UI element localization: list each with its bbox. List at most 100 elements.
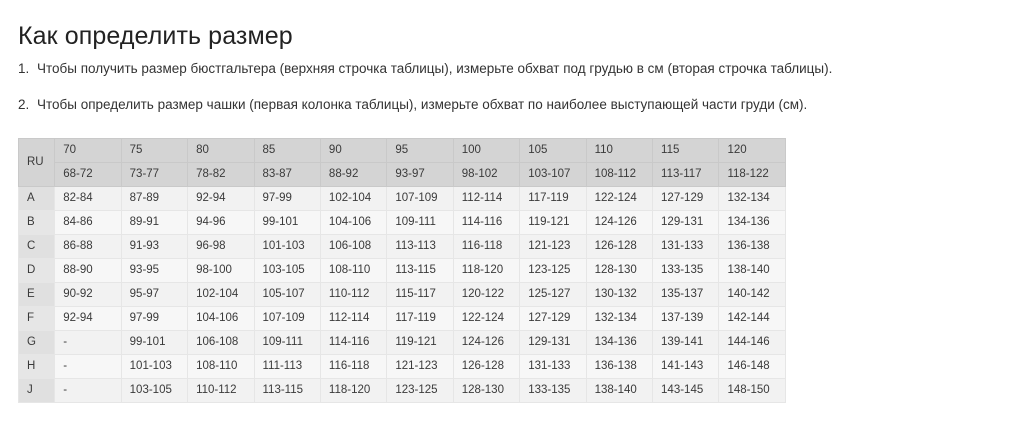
- header-underbust-cell: 118-122: [718, 162, 786, 187]
- table-cell: 92-94: [54, 306, 122, 331]
- header-underbust-cell: 113-117: [652, 162, 720, 187]
- table-cell: 121-123: [386, 354, 454, 379]
- table-cell: 87-89: [120, 186, 189, 211]
- table-cell: 134-136: [585, 330, 654, 355]
- table-cell: 136-138: [718, 234, 786, 259]
- table-cell: 121-123: [519, 234, 587, 259]
- table-cell: 103-105: [253, 258, 321, 283]
- table-cell: 117-119: [386, 306, 454, 331]
- size-chart-table: RU 70 75 80 85 90 95 100 105 110 115 120…: [17, 138, 786, 403]
- table-cell: -: [54, 330, 122, 355]
- table-row: H - 101-103 108-110 111-113 116-118 121-…: [17, 354, 786, 379]
- table-cell: -: [54, 378, 122, 403]
- header-size-cell: 85: [253, 138, 321, 163]
- table-cell: 111-113: [253, 354, 321, 379]
- table-cell: 132-134: [585, 306, 654, 331]
- list-item-number: 2.: [18, 97, 30, 112]
- table-row: J - 103-105 110-112 113-115 118-120 123-…: [17, 378, 786, 403]
- table-cell: 110-112: [319, 282, 388, 307]
- table-cell: 82-84: [54, 186, 122, 211]
- cup-label: J: [17, 378, 56, 403]
- table-cell: 112-114: [319, 306, 388, 331]
- table-cell: 146-148: [718, 354, 786, 379]
- table-cell: 97-99: [253, 186, 321, 211]
- cup-label: F: [17, 306, 56, 331]
- table-cell: 95-97: [120, 282, 189, 307]
- table-cell: 143-145: [652, 378, 720, 403]
- header-size-cell: 100: [452, 138, 521, 163]
- table-cell: 106-108: [319, 234, 388, 259]
- table-cell: 102-104: [319, 186, 388, 211]
- table-cell: 101-103: [120, 354, 189, 379]
- header-size-cell: 115: [652, 138, 720, 163]
- table-row: F 92-94 97-99 104-106 107-109 112-114 11…: [17, 306, 786, 331]
- table-cell: 116-118: [319, 354, 388, 379]
- table-cell: 138-140: [718, 258, 786, 283]
- table-cell: 113-113: [386, 234, 454, 259]
- table-cell: 118-120: [319, 378, 388, 403]
- list-item-number: 1.: [18, 61, 30, 76]
- table-row: B 84-86 89-91 94-96 99-101 104-106 109-1…: [17, 210, 786, 235]
- table-cell: 137-139: [652, 306, 720, 331]
- table-cell: 140-142: [718, 282, 786, 307]
- table-cell: 105-107: [253, 282, 321, 307]
- table-cell: 108-110: [319, 258, 388, 283]
- table-cell: 93-95: [120, 258, 189, 283]
- table-header-row-underbust: 68-72 73-77 78-82 83-87 88-92 93-97 98-1…: [19, 162, 786, 187]
- table-cell: 97-99: [120, 306, 189, 331]
- header-underbust-cell: 103-107: [519, 162, 587, 187]
- table-row: D 88-90 93-95 98-100 103-105 108-110 113…: [17, 258, 786, 283]
- header-underbust-cell: 68-72: [54, 162, 122, 187]
- cup-label: B: [17, 210, 56, 235]
- table-cell: 128-130: [452, 378, 521, 403]
- table-cell: 89-91: [120, 210, 189, 235]
- page-title: Как определить размер: [18, 21, 293, 50]
- table-cell: 96-98: [187, 234, 255, 259]
- table-cell: 122-124: [452, 306, 521, 331]
- table-row: C 86-88 91-93 96-98 101-103 106-108 113-…: [17, 234, 786, 259]
- table-cell: 90-92: [54, 282, 122, 307]
- table-cell: 122-124: [585, 186, 654, 211]
- table-cell: 144-146: [718, 330, 786, 355]
- table-cell: 131-133: [652, 234, 720, 259]
- table-cell: 112-114: [452, 186, 521, 211]
- table-cell: 106-108: [187, 330, 255, 355]
- table-cell: 125-127: [519, 282, 587, 307]
- ru-corner-label: RU: [17, 138, 56, 187]
- table-cell: 136-138: [585, 354, 654, 379]
- table-cell: 117-119: [519, 186, 587, 211]
- table-cell: 118-120: [452, 258, 521, 283]
- size-table-container: RU 70 75 80 85 90 95 100 105 110 115 120…: [17, 138, 786, 403]
- header-size-cell: 75: [120, 138, 189, 163]
- table-cell: 113-115: [386, 258, 454, 283]
- table-cell: 135-137: [652, 282, 720, 307]
- table-cell: 127-129: [652, 186, 720, 211]
- table-row: E 90-92 95-97 102-104 105-107 110-112 11…: [17, 282, 786, 307]
- header-size-cell: 110: [585, 138, 654, 163]
- table-cell: 101-103: [253, 234, 321, 259]
- size-chart-body: RU 70 75 80 85 90 95 100 105 110 115 120…: [17, 138, 786, 403]
- list-item-text: Чтобы получить размер бюстгальтера (верх…: [37, 61, 833, 76]
- table-cell: 92-94: [187, 186, 255, 211]
- header-size-cell: 105: [519, 138, 587, 163]
- table-cell: 124-126: [585, 210, 654, 235]
- table-cell: 126-128: [585, 234, 654, 259]
- table-cell: 132-134: [718, 186, 786, 211]
- table-cell: 99-101: [253, 210, 321, 235]
- table-cell: 142-144: [718, 306, 786, 331]
- table-cell: 104-106: [319, 210, 388, 235]
- table-cell: 103-105: [120, 378, 189, 403]
- header-size-cell: 90: [319, 138, 388, 163]
- table-cell: 109-111: [386, 210, 454, 235]
- table-cell: 124-126: [452, 330, 521, 355]
- header-size-cell: 80: [187, 138, 255, 163]
- table-cell: 119-121: [386, 330, 454, 355]
- table-cell: 99-101: [120, 330, 189, 355]
- table-cell: 108-110: [187, 354, 255, 379]
- table-cell: 116-118: [452, 234, 521, 259]
- list-item-text: Чтобы определить размер чашки (первая ко…: [37, 97, 808, 112]
- table-cell: 84-86: [54, 210, 122, 235]
- table-cell: 133-135: [519, 378, 587, 403]
- cup-label: E: [17, 282, 56, 307]
